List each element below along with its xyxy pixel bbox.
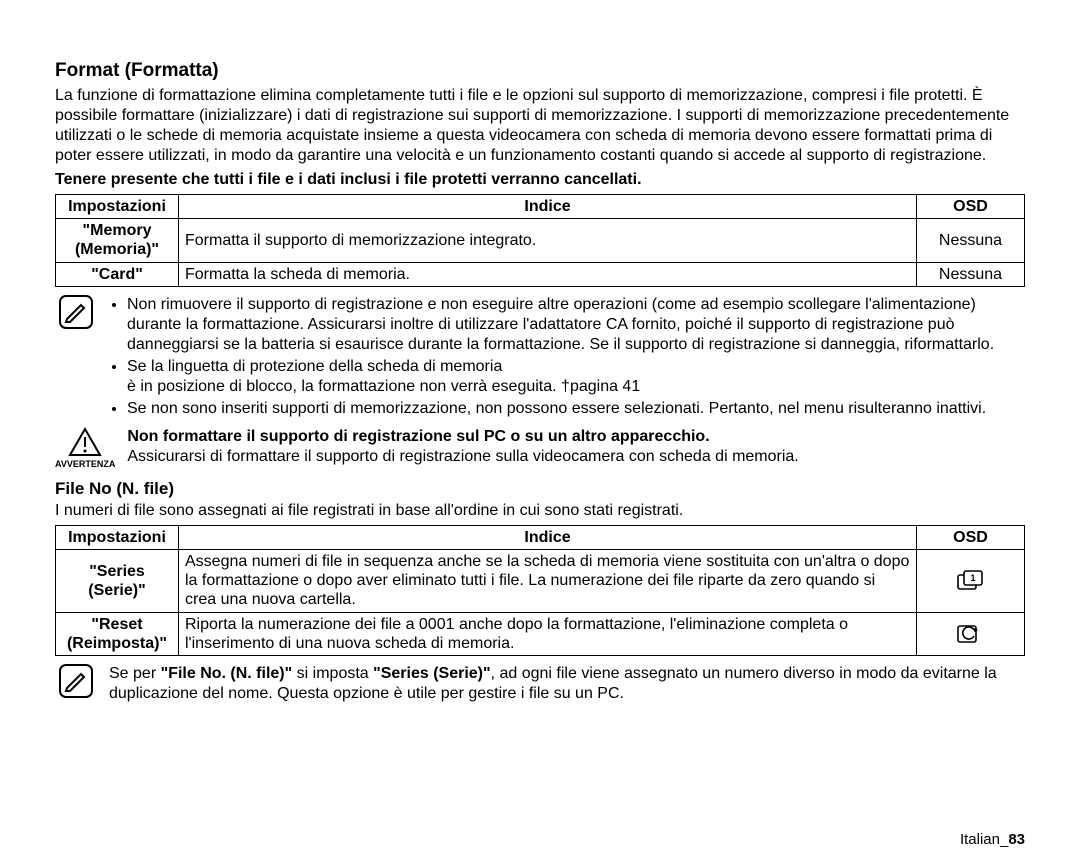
fileno-table: Impostazioni Indice OSD "Series (Serie)"… (55, 525, 1025, 656)
table-row: "Memory (Memoria)" Formatta il supporto … (56, 219, 1025, 262)
setting-cell: "Series (Serie)" (56, 549, 179, 612)
desc-cell: Assegna numeri di file in sequenza anche… (179, 549, 917, 612)
format-warning: Tenere presente che tutti i file e i dat… (55, 170, 1025, 190)
caution-body: Non formattare il supporto di registrazi… (127, 427, 1025, 467)
setting-cell: "Card" (56, 262, 179, 286)
page-ref-icon: † (561, 378, 570, 395)
note-bullet: Se non sono inseriti supporti di memoriz… (127, 399, 1025, 419)
format-title: Format (Formatta) (55, 60, 1025, 82)
format-para: La funzione di formattazione elimina com… (55, 86, 1025, 166)
format-note: Non rimuovere il supporto di registrazio… (55, 295, 1025, 421)
desc-cell: Formatta la scheda di memoria. (179, 262, 917, 286)
table-header-row: Impostazioni Indice OSD (56, 525, 1025, 549)
warning-label: AVVERTENZA (55, 459, 115, 469)
desc-cell: Formatta il supporto di memorizzazione i… (179, 219, 917, 262)
osd-cell: Nessuna (917, 219, 1025, 262)
note-icon (55, 295, 97, 329)
format-table: Impostazioni Indice OSD "Memory (Memoria… (55, 194, 1025, 287)
caution-bold: Non formattare il supporto di registrazi… (127, 428, 709, 445)
table-row: "Series (Serie)" Assegna numeri di file … (56, 549, 1025, 612)
desc-cell: Riporta la numerazione dei file a 0001 a… (179, 612, 917, 655)
col-settings: Impostazioni (56, 525, 179, 549)
setting-cell: "Memory (Memoria)" (56, 219, 179, 262)
warning-icon: AVVERTENZA (55, 427, 115, 469)
note-bullet: Non rimuovere il supporto di registrazio… (127, 295, 1025, 355)
osd-reset-icon (917, 612, 1025, 655)
osd-cell: Nessuna (917, 262, 1025, 286)
col-settings: Impostazioni (56, 195, 179, 219)
note-body: Se per "File No. (N. file)" si imposta "… (109, 664, 1025, 704)
footer-label: Italian_ (960, 831, 1008, 848)
note-icon (55, 664, 97, 698)
page-footer: Italian_83 (960, 831, 1025, 848)
fileno-title: File No (N. file) (55, 479, 1025, 499)
note-body: Non rimuovere il supporto di registrazio… (109, 295, 1025, 421)
format-caution: AVVERTENZA Non formattare il supporto di… (55, 427, 1025, 469)
col-osd: OSD (917, 195, 1025, 219)
table-header-row: Impostazioni Indice OSD (56, 195, 1025, 219)
osd-series-icon: 1 (917, 549, 1025, 612)
col-index: Indice (179, 195, 917, 219)
col-index: Indice (179, 525, 917, 549)
caution-text: Assicurarsi di formattare il supporto di… (127, 448, 798, 465)
note-bullet: Se la linguetta di protezione della sche… (127, 357, 1025, 397)
fileno-para: I numeri di file sono assegnati ai file … (55, 501, 1025, 521)
table-row: "Reset (Reimposta)" Riporta la numerazio… (56, 612, 1025, 655)
setting-cell: "Reset (Reimposta)" (56, 612, 179, 655)
col-osd: OSD (917, 525, 1025, 549)
footer-page: 83 (1008, 831, 1025, 848)
svg-text:1: 1 (970, 573, 975, 583)
fileno-note: Se per "File No. (N. file)" si imposta "… (55, 664, 1025, 704)
table-row: "Card" Formatta la scheda di memoria. Ne… (56, 262, 1025, 286)
